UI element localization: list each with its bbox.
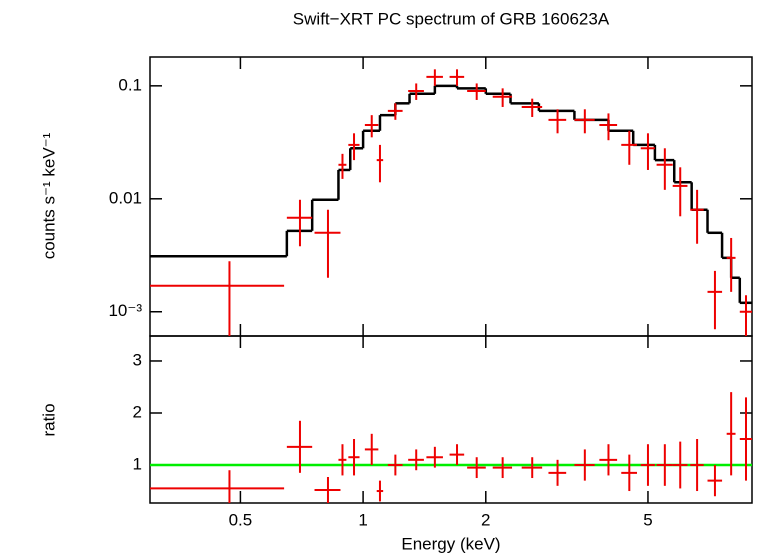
- x-tick-label: 1: [358, 510, 367, 529]
- y-tick-label: 1: [133, 455, 142, 474]
- y-tick-label: 0.01: [109, 188, 142, 207]
- plot-frame: [149, 335, 753, 504]
- y-axis-label: counts s⁻¹ keV⁻¹: [39, 132, 58, 259]
- x-tick-label: 2: [481, 510, 490, 529]
- chart-title: Swift−XRT PC spectrum of GRB 160623A: [293, 9, 610, 28]
- y-tick-label: 10⁻³: [108, 301, 142, 320]
- x-tick-label: 5: [643, 510, 652, 529]
- x-axis-label: Energy (keV): [401, 534, 500, 553]
- y-tick-label: 3: [133, 350, 142, 369]
- y-tick-label: 2: [133, 402, 142, 421]
- x-tick-label: 0.5: [229, 510, 253, 529]
- plot-frame: [149, 56, 753, 337]
- y-tick-label: 0.1: [118, 75, 142, 94]
- y-axis-label: ratio: [39, 403, 58, 436]
